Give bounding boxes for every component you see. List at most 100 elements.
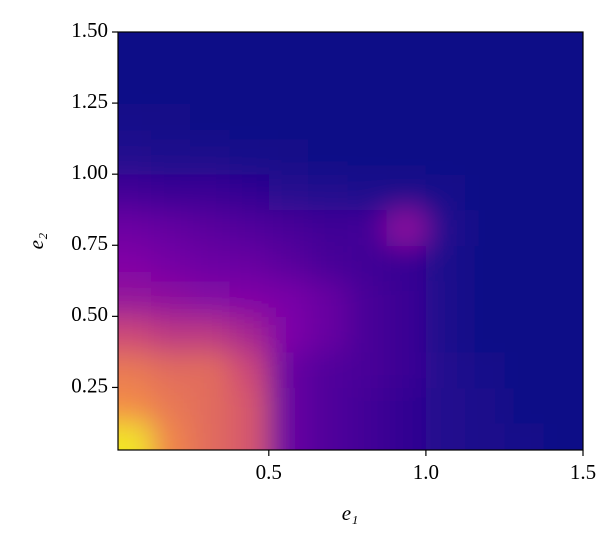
heatmap-cell: [504, 103, 545, 140]
heatmap-cell: [504, 32, 545, 69]
heatmap-cell: [150, 174, 191, 211]
heatmap-cell: [268, 280, 309, 317]
heatmap-cell: [425, 138, 466, 175]
heatmap-cell: [465, 209, 506, 246]
plot-frame: [117, 31, 584, 451]
heatmap-cell: [190, 280, 231, 317]
heatmap-cell: [543, 351, 583, 389]
heatmap-cell: [543, 209, 583, 246]
heatmap-cell: [229, 209, 270, 246]
heatmap-cell: [543, 32, 583, 69]
heatmap-cell: [229, 316, 270, 353]
heatmap-cell: [543, 316, 583, 353]
heatmap-cell: [190, 422, 231, 450]
heatmap-cell: [504, 280, 545, 317]
heatmap-cell: [308, 138, 348, 175]
heatmap-cell: [268, 209, 309, 246]
heatmap-cell: [150, 245, 191, 282]
heatmap-cell: [229, 67, 270, 104]
heatmap-cell: [425, 174, 466, 211]
heatmap-cell: [386, 103, 427, 140]
heatmap-cell: [190, 67, 231, 104]
heatmap-cell: [386, 422, 427, 450]
heatmap-cell: [268, 422, 309, 450]
heatmap-cell: [543, 280, 583, 317]
heatmap-cell: [118, 103, 152, 140]
heatmap-cell: [347, 174, 388, 211]
heatmap-cell: [268, 138, 309, 175]
heatmap-cell: [150, 422, 191, 450]
heatmap-cell: [268, 387, 309, 424]
heatmap-cell: [268, 351, 309, 389]
heatmap-cell: [150, 387, 191, 424]
heatmap-cell: [347, 316, 388, 353]
y-tick-label: 0.75: [71, 231, 108, 255]
heatmap-cell: [118, 280, 152, 317]
heatmap-cell: [543, 67, 583, 104]
heatmap-cell: [190, 245, 231, 282]
heatmap-cell: [347, 351, 388, 389]
heatmap-cell: [190, 32, 231, 69]
heatmap-cell: [308, 280, 348, 317]
heatmap-cell: [118, 32, 152, 69]
heatmap-cell: [504, 209, 545, 246]
heatmap-cell: [347, 209, 388, 246]
heatmap-cells: [118, 32, 583, 450]
heatmap-cell: [347, 280, 388, 317]
heatmap-cell: [308, 32, 348, 69]
x-tick-label: 1.5: [570, 460, 596, 484]
heatmap-cell: [268, 67, 309, 104]
heatmap-cell: [150, 138, 191, 175]
heatmap-cell: [543, 138, 583, 175]
heatmap-cell: [150, 351, 191, 389]
heatmap-cell: [347, 422, 388, 450]
heatmap-cell: [118, 316, 152, 353]
heatmap-cell: [308, 245, 348, 282]
y-axis-label: e₂: [24, 233, 48, 250]
heatmap-cell: [543, 245, 583, 282]
heatmap-cell: [504, 245, 545, 282]
heatmap-cell: [386, 67, 427, 104]
heatmap-cell: [229, 387, 270, 424]
heatmap-cell: [347, 245, 388, 282]
heatmap-cell: [190, 316, 231, 353]
heatmap-cell: [465, 316, 506, 353]
heatmap-cell: [425, 280, 466, 317]
heatmap-cell: [386, 280, 427, 317]
heatmap-cell: [268, 316, 309, 353]
heatmap-cell: [347, 138, 388, 175]
heatmap-cell: [150, 67, 191, 104]
heatmap-cell: [465, 422, 506, 450]
heatmap-cell: [347, 103, 388, 140]
heatmap-cell: [229, 245, 270, 282]
heatmap-cell: [229, 351, 270, 389]
heatmap-cell: [150, 32, 191, 69]
x-tick-label: 1.0: [413, 460, 439, 484]
y-tick-label: 0.25: [71, 373, 108, 397]
heatmap-cell: [386, 245, 427, 282]
heatmap-cell: [425, 316, 466, 353]
heatmap-cell: [465, 103, 506, 140]
heatmap-cell: [425, 67, 466, 104]
heatmap-cell: [229, 422, 270, 450]
heatmap-cell: [504, 67, 545, 104]
heatmap-cell: [229, 103, 270, 140]
heatmap-cell: [268, 103, 309, 140]
heatmap-cell: [150, 280, 191, 317]
heatmap-cell: [118, 387, 152, 424]
heatmap-cell: [465, 174, 506, 211]
y-tick-label: 1.50: [71, 18, 108, 42]
heatmap-cell: [268, 245, 309, 282]
heatmap-cell: [425, 32, 466, 69]
heatmap-cell: [504, 351, 545, 389]
heatmap-cell: [150, 103, 191, 140]
heatmap-cell: [308, 174, 348, 211]
heatmap-cell: [425, 422, 466, 450]
heatmap-cell: [386, 387, 427, 424]
heatmap-cell: [308, 103, 348, 140]
heatmap-cell: [229, 174, 270, 211]
x-axis-label: e₁: [342, 501, 359, 525]
heatmap-cell: [465, 387, 506, 424]
heatmap-cell: [386, 351, 427, 389]
heatmap-cell: [386, 209, 427, 246]
